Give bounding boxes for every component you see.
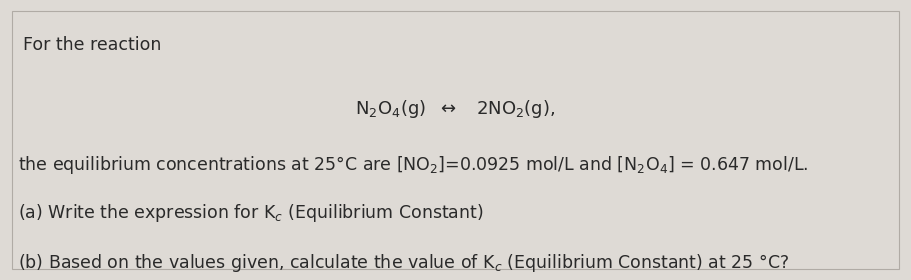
Text: (b) Based on the values given, calculate the value of K$_c$ (Equilibrium Constan: (b) Based on the values given, calculate… xyxy=(18,252,790,274)
Text: the equilibrium concentrations at 25°C are [NO$_2$]=0.0925 mol/L and [N$_2$O$_4$: the equilibrium concentrations at 25°C a… xyxy=(18,154,809,176)
Text: $\mathregular{N_2O_4}$(g)  $\leftrightarrow$   2$\mathregular{NO_2}$(g),: $\mathregular{N_2O_4}$(g) $\leftrightarr… xyxy=(355,98,556,120)
Text: For the reaction: For the reaction xyxy=(23,36,161,54)
Text: (a) Write the expression for K$_c$ (Equilibrium Constant): (a) Write the expression for K$_c$ (Equi… xyxy=(18,202,484,224)
